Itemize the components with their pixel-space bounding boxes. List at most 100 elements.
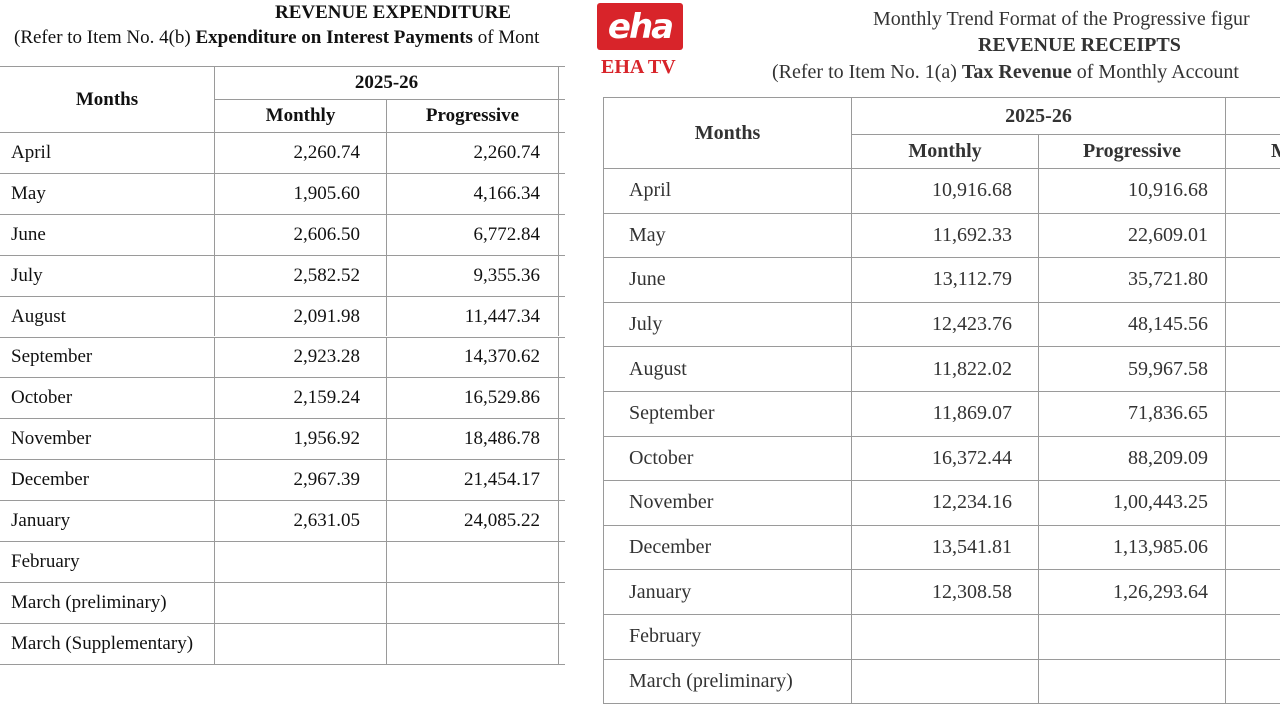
monthly-cell: [214, 622, 386, 664]
month-cell: March (preliminary): [0, 581, 214, 623]
monthly-cell: 2,582.52: [214, 254, 386, 296]
progressive-cell: [386, 541, 558, 582]
next-cell: [558, 581, 565, 623]
month-cell: March (Supplementary): [0, 622, 214, 664]
monthly-cell: 12,308.58: [851, 569, 1038, 614]
progressive-cell: 1,26,293.64: [1038, 569, 1225, 614]
subtitle-suffix: of Monthly Account: [1076, 61, 1239, 83]
month-cell: January: [603, 569, 851, 614]
next-cell: [1225, 257, 1280, 302]
next-cell: [558, 377, 565, 419]
monthly-cell: 2,159.24: [214, 377, 386, 419]
monthly-cell: 12,234.16: [851, 480, 1038, 525]
month-cell: November: [0, 418, 214, 459]
next-cell: [1225, 614, 1280, 659]
next-cell: [558, 213, 565, 255]
progressive-cell: 1,13,985.06: [1038, 524, 1225, 570]
next-cell: [558, 132, 565, 173]
monthly-cell: 2,631.05: [214, 500, 386, 541]
month-cell: December: [0, 459, 214, 500]
progressive-cell: 21,454.17: [386, 459, 558, 501]
table-bottom: [603, 703, 1280, 705]
header-cell: [1225, 97, 1280, 134]
progressive-cell: 9,355.36: [386, 254, 558, 296]
monthly-cell: 1,956.92: [214, 418, 386, 460]
month-cell: May: [603, 212, 851, 258]
title: REVENUE RECEIPTS: [978, 34, 1181, 56]
monthly-cell: 11,692.33: [851, 212, 1038, 258]
next-cell: [1225, 480, 1280, 525]
title: REVENUE EXPENDITURE: [275, 2, 511, 23]
monthly-cell: 2,923.28: [214, 336, 386, 378]
monthly-cell: 13,541.81: [851, 524, 1038, 570]
monthly-cell: [214, 581, 386, 623]
month-cell: April: [603, 168, 851, 213]
progressive-cell: [1038, 614, 1225, 659]
monthly-cell: 12,423.76: [851, 301, 1038, 347]
month-cell: November: [603, 480, 851, 525]
header-cell: [558, 66, 565, 99]
heading: Monthly Trend Format of the Progressive …: [873, 8, 1250, 30]
progressive-cell: 14,370.62: [386, 336, 558, 378]
subtitle-prefix: (Refer to Item No. 1(a): [772, 61, 957, 83]
progressive-cell: [1038, 658, 1225, 704]
subtitle-prefix: (Refer to Item No. 4(b): [14, 27, 191, 48]
progressive-cell: 1,00,443.25: [1038, 480, 1225, 525]
next-cell: [1225, 524, 1280, 570]
next-cell: [1225, 435, 1280, 481]
progressive-cell: [386, 622, 558, 664]
next-cell: [1225, 168, 1280, 213]
progressive-cell: 71,836.65: [1038, 391, 1225, 436]
progressive-cell: 24,085.22: [386, 500, 558, 541]
header-year: 2025-26: [214, 66, 558, 99]
next-cell: [558, 295, 565, 337]
next-cell: [1225, 346, 1280, 391]
next-cell: [558, 622, 565, 664]
monthly-cell: 10,916.68: [851, 168, 1038, 213]
month-cell: August: [0, 295, 214, 337]
progressive-cell: 2,260.74: [386, 132, 558, 173]
month-cell: August: [603, 346, 851, 391]
month-cell: September: [0, 336, 214, 378]
table-bottom: [0, 663, 565, 665]
subtitle-bold: Expenditure on Interest Payments: [195, 27, 473, 48]
monthly-cell: [851, 658, 1038, 704]
month-cell: December: [603, 524, 851, 570]
monthly-cell: 2,967.39: [214, 459, 386, 501]
subtitle: (Refer to Item No. 1(a) Tax Revenue of M…: [772, 61, 1239, 84]
month-cell: October: [603, 435, 851, 481]
month-cell: January: [0, 500, 214, 541]
header-year: 2025-26: [851, 97, 1225, 134]
progressive-cell: 22,609.01: [1038, 212, 1225, 258]
logo-mark: eha: [607, 6, 674, 47]
header-next: M: [1225, 134, 1280, 168]
monthly-cell: 2,606.50: [214, 213, 386, 255]
next-cell: [1225, 658, 1280, 704]
next-cell: [558, 418, 565, 460]
monthly-cell: 1,905.60: [214, 172, 386, 214]
monthly-cell: 2,091.98: [214, 295, 386, 337]
month-cell: April: [0, 132, 214, 173]
progressive-cell: 4,166.34: [386, 172, 558, 214]
progressive-cell: 88,209.09: [1038, 435, 1225, 481]
month-cell: September: [603, 391, 851, 436]
receipts-panel: eha EHA TV Monthly Trend Format of the P…: [597, 0, 1280, 720]
header-progressive: Progressive: [386, 99, 558, 132]
progressive-cell: 10,916.68: [1038, 168, 1225, 213]
month-cell: February: [0, 541, 214, 582]
monthly-cell: 16,372.44: [851, 435, 1038, 481]
month-cell: June: [0, 213, 214, 255]
month-cell: October: [0, 377, 214, 418]
subtitle-suffix: of Mont: [477, 27, 540, 48]
monthly-cell: [214, 541, 386, 582]
progressive-cell: 18,486.78: [386, 418, 558, 460]
progressive-cell: 48,145.56: [1038, 301, 1225, 347]
header-months: Months: [603, 97, 851, 168]
next-cell: [1225, 301, 1280, 347]
header-months: Months: [0, 66, 214, 132]
next-cell: [558, 500, 565, 541]
header-next: [558, 99, 565, 132]
subtitle-bold: Tax Revenue: [961, 61, 1072, 83]
monthly-cell: [851, 614, 1038, 659]
